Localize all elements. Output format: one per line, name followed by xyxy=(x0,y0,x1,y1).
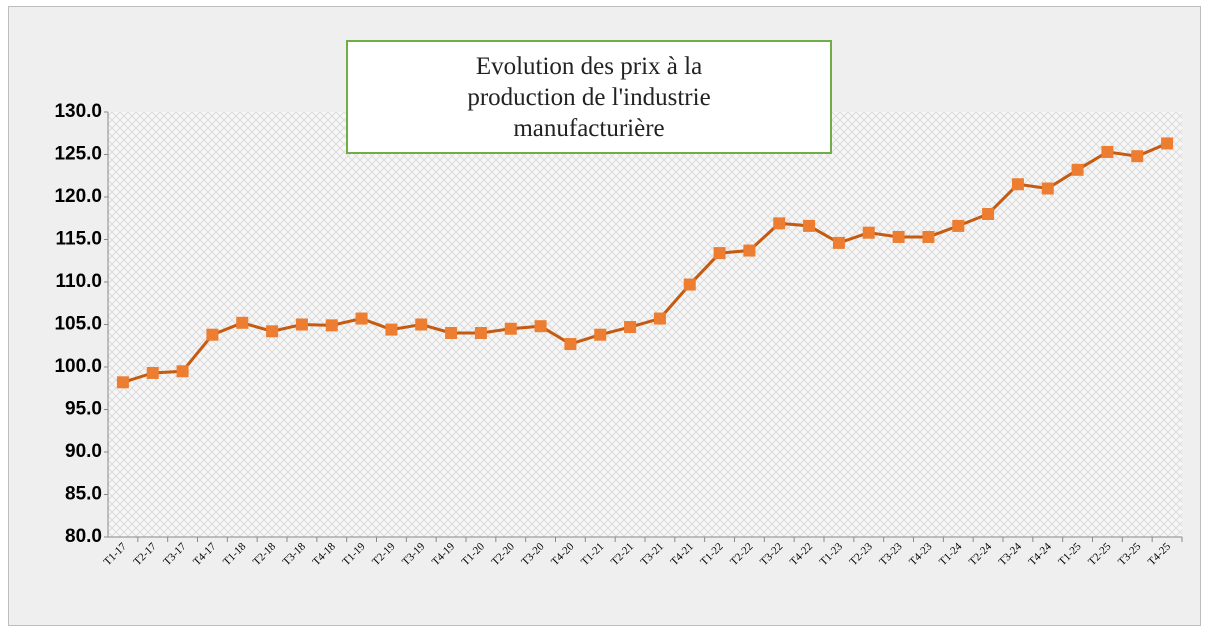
marker xyxy=(862,226,875,239)
x-tick-label: T1-24 xyxy=(937,540,965,568)
y-tick-label: 95.0 xyxy=(65,399,102,420)
x-tick-label: T2-22 xyxy=(728,541,755,568)
marker xyxy=(295,318,308,331)
y-tick-label: 100.0 xyxy=(54,356,102,377)
y-tick-label: 120.0 xyxy=(54,186,102,207)
x-tick-label: T3-25 xyxy=(1116,540,1144,568)
marker xyxy=(146,366,159,379)
x-tick-label: T3-19 xyxy=(400,540,428,568)
marker xyxy=(952,219,965,232)
x-tick-label: T4-17 xyxy=(191,540,219,568)
marker xyxy=(116,376,129,389)
y-tick-label: 105.0 xyxy=(54,314,102,335)
marker xyxy=(713,247,726,260)
x-tick-label: T3-22 xyxy=(758,541,785,568)
y-tick-label: 110.0 xyxy=(56,271,103,292)
marker xyxy=(236,316,249,329)
y-tick-label: 80.0 xyxy=(65,526,102,547)
marker xyxy=(355,312,368,325)
marker xyxy=(624,321,637,334)
x-tick-label: T4-20 xyxy=(549,540,577,568)
marker xyxy=(594,328,607,341)
marker xyxy=(683,278,696,291)
x-tick-label: T4-25 xyxy=(1146,540,1174,568)
marker xyxy=(1011,178,1024,191)
x-tick-label: T4-22 xyxy=(788,541,815,568)
marker xyxy=(1071,163,1084,176)
x-tick-label: T4-18 xyxy=(310,540,338,568)
marker xyxy=(892,230,905,243)
y-tick-label: 90.0 xyxy=(65,441,102,462)
x-tick-label: T3-20 xyxy=(519,540,547,568)
x-tick-label: T1-21 xyxy=(579,541,606,568)
x-tick-label: T3-24 xyxy=(997,540,1025,568)
marker xyxy=(743,244,756,257)
x-tick-label: T3-18 xyxy=(281,540,309,568)
x-tick-label: T4-23 xyxy=(907,540,935,568)
y-tick-label: 115.0 xyxy=(56,229,103,250)
marker xyxy=(564,338,577,351)
marker xyxy=(1101,145,1114,158)
marker xyxy=(206,328,219,341)
x-tick-label: T3-23 xyxy=(877,540,905,568)
x-tick-label: T2-24 xyxy=(967,540,995,568)
x-tick-label: T2-20 xyxy=(489,540,517,568)
x-tick-label: T1-25 xyxy=(1056,540,1084,568)
x-tick-label: T1-19 xyxy=(340,540,368,568)
marker xyxy=(922,230,935,243)
x-tick-label: T3-21 xyxy=(639,541,666,568)
marker xyxy=(176,365,189,378)
x-tick-label: T1-22 xyxy=(698,541,725,568)
x-tick-label: T2-21 xyxy=(609,541,636,568)
marker xyxy=(415,318,428,331)
x-tick-label: T2-18 xyxy=(251,540,279,568)
x-tick-label: T4-21 xyxy=(668,541,695,568)
x-tick-label: T1-20 xyxy=(460,540,488,568)
marker xyxy=(773,217,786,230)
x-tick-label: T1-17 xyxy=(102,540,130,568)
marker xyxy=(832,236,845,249)
plot-area xyxy=(108,112,1182,537)
title-box: Evolution des prix à la production de l'… xyxy=(346,40,832,154)
x-tick-label: T2-17 xyxy=(131,540,159,568)
marker xyxy=(653,312,666,325)
x-tick-label: T1-18 xyxy=(221,540,249,568)
y-tick-label: 85.0 xyxy=(65,484,102,505)
marker xyxy=(534,320,547,333)
marker xyxy=(1041,182,1054,195)
marker xyxy=(325,319,338,332)
x-tick-label: T3-17 xyxy=(161,540,189,568)
marker xyxy=(803,219,816,232)
marker xyxy=(982,208,995,220)
x-tick-label: T2-25 xyxy=(1086,540,1114,568)
x-tick-label: T2-19 xyxy=(370,540,398,568)
x-tick-label: T1-23 xyxy=(818,540,846,568)
y-tick-label: 125.0 xyxy=(54,144,102,165)
x-tick-label: T2-23 xyxy=(847,540,875,568)
y-tick-label: 130.0 xyxy=(54,101,102,122)
marker xyxy=(266,325,279,338)
marker xyxy=(1161,137,1174,150)
marker xyxy=(445,327,458,339)
x-tick-label: T4-24 xyxy=(1026,540,1054,568)
marker xyxy=(474,327,487,339)
chart-title: Evolution des prix à la production de l'… xyxy=(467,52,711,142)
marker xyxy=(385,323,398,336)
marker xyxy=(1131,150,1144,163)
marker xyxy=(504,322,517,335)
x-tick-label: T4-19 xyxy=(430,540,458,568)
